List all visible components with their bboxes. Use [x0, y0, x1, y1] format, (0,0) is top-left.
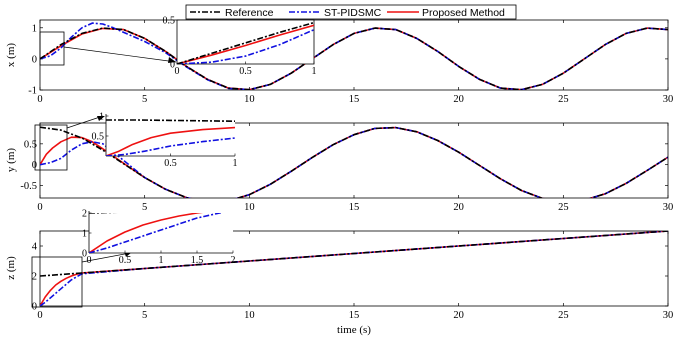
panel-y-inset: 0.5 1 0.5 1	[92, 112, 238, 170]
y-tick-label: 1	[32, 23, 37, 34]
panel-y-xticks: 0 5 10 15 20 25 30	[37, 123, 673, 213]
inset-x-tick-label: 0	[175, 66, 180, 77]
y-tick-label: 4	[32, 242, 38, 253]
series-line-reference	[40, 27, 668, 90]
inset-y-tick-label: 0	[82, 249, 87, 260]
inset-y-tick-label: 1	[99, 112, 104, 123]
x-tick-label: 30	[663, 310, 674, 321]
legend-entry-proposed-method: Proposed Method	[387, 7, 505, 19]
x-tick-label: 10	[244, 94, 255, 105]
panel-x-inset: 0 0.5 1 0 0.5	[163, 16, 317, 78]
x-tick-label: 5	[142, 310, 147, 321]
x-tick-label: 0	[37, 94, 42, 105]
inset-y-tick-label: 0.5	[92, 132, 105, 143]
panel-y-zoom-arrowhead	[97, 116, 105, 121]
inset-series-line-st-pidsmc	[106, 137, 235, 156]
series-line-reference	[40, 126, 668, 198]
x-tick-label: 0	[37, 310, 42, 321]
panel-x-inset-series	[177, 21, 314, 64]
y-tick-label: -1	[28, 86, 37, 97]
x-tick-label: 25	[558, 94, 569, 105]
inset-x-tick-label: 0.5	[119, 255, 132, 266]
y-tick-label: 0.5	[24, 139, 37, 150]
panel-y-inset-ticks: 0.5 1 0.5 1	[92, 112, 238, 170]
legend-box	[185, 4, 517, 20]
panel-y-ylabel: y (m)	[5, 148, 17, 172]
legend-label-proposed-method: Proposed Method	[422, 7, 505, 19]
x-tick-label: 20	[453, 202, 464, 213]
panel-x-ylabel: x (m)	[5, 43, 17, 67]
inset-series-line-proposed-method	[177, 24, 314, 64]
legend-label-st-pidsmc: ST-PIDSMC	[324, 7, 382, 19]
x-tick-label: 0	[37, 202, 42, 213]
panel-x-frame	[39, 19, 669, 91]
panel-z-zoom-arrow	[81, 252, 131, 263]
panel-z-zoom-box	[31, 256, 83, 308]
inset-x-tick-label: 0.5	[164, 158, 177, 169]
x-tick-label: 5	[142, 202, 147, 213]
inset-series-line-proposed-method	[89, 213, 204, 253]
y-tick-label: -0.5	[20, 181, 37, 192]
legend-entry-reference: Reference	[190, 7, 274, 19]
x-tick-label: 10	[244, 310, 255, 321]
y-tick-label: 2	[32, 272, 37, 283]
inset-x-tick-label: 1	[159, 255, 164, 266]
x-tick-label: 30	[663, 202, 674, 213]
inset-series-line-st-pidsmc	[177, 28, 314, 64]
inset-x-tick-label: 2	[231, 255, 236, 266]
panel-y-series	[40, 126, 668, 198]
panel-x-zoom-arrow	[63, 46, 177, 63]
inset-series-line-proposed-method	[106, 126, 235, 156]
x-tick-label: 15	[349, 310, 360, 321]
x-axis-label: time (s)	[337, 324, 371, 336]
inset-x-tick-label: 1	[233, 158, 238, 169]
series-line-st-pidsmc	[40, 126, 668, 198]
panel-z-inset-bg	[89, 211, 233, 253]
y-tick-label: 0	[32, 160, 37, 171]
inset-y-tick-label: 1	[82, 229, 87, 240]
series-line-st-pidsmc	[40, 231, 668, 306]
inset-y-tick-label: 0	[170, 60, 175, 71]
panel-x-xticks: 0 5 10 15 20 25 30	[37, 20, 673, 105]
panel-y: 0 5 10 15 20 25 30 -0.500.5 y (m) 0.5 10.51	[5, 112, 673, 214]
panel-y-inset-series	[106, 119, 235, 156]
x-tick-label: 20	[453, 310, 464, 321]
inset-series-line-st-pidsmc	[89, 213, 224, 253]
legend-entry-st-pidsmc: ST-PIDSMC	[289, 7, 382, 19]
x-tick-label: 10	[244, 202, 255, 213]
panel-y-zoom-box	[34, 124, 68, 171]
panel-y-zoom-arrow	[66, 115, 104, 129]
legend-label-reference: Reference	[225, 7, 274, 19]
panel-z-ylabel: z (m)	[5, 256, 17, 280]
x-tick-label: 5	[142, 94, 147, 105]
panel-z-series	[40, 231, 668, 306]
y-tick-label: 0	[32, 54, 37, 65]
panel-z-inset-series	[89, 213, 224, 253]
x-tick-label: 15	[349, 202, 360, 213]
inset-y-tick-label: 2	[82, 209, 87, 220]
x-tick-label: 30	[663, 94, 674, 105]
inset-x-tick-label: 0	[87, 255, 92, 266]
panel-x: 0 5 10 15 20 25 30 -101 x (m) 0 0.5 100.5	[5, 16, 673, 106]
panel-x-zoom-arrowhead	[168, 57, 176, 63]
series-line-reference	[40, 231, 668, 277]
x-tick-label: 25	[558, 310, 569, 321]
inset-x-tick-label: 1	[312, 66, 317, 77]
panel-x-yticks: -1 0 1	[28, 23, 668, 97]
inset-series-line-reference	[106, 119, 235, 122]
x-tick-label: 20	[453, 94, 464, 105]
x-tick-label: 15	[349, 94, 360, 105]
legend: Reference ST-PIDSMC Proposed Method	[185, 4, 517, 20]
panel-z-inset: 0 0.5 1 1.5 2 0 1 2	[82, 209, 236, 267]
inset-x-tick-label: 1.5	[191, 255, 204, 266]
inset-y-tick-label: 0.5	[163, 16, 176, 27]
panel-x-zoom-box	[39, 31, 65, 66]
x-tick-label: 25	[558, 202, 569, 213]
inset-x-tick-label: 0.5	[239, 66, 252, 77]
